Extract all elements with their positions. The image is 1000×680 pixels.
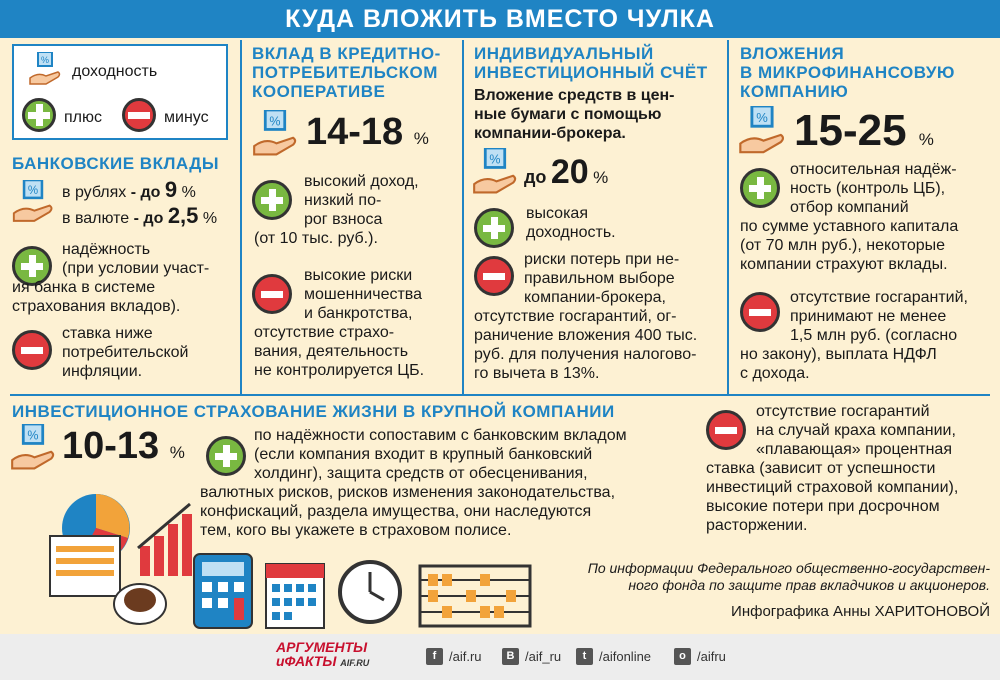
facebook-icon: f: [426, 648, 443, 665]
iis-minus-text: риски потерь при не- правильном выборе к…: [474, 251, 698, 382]
source-note: По информации Федерального общественно-г…: [587, 560, 990, 593]
yield-icon: %: [29, 52, 61, 85]
credit: Инфографика Анны ХАРИТОНОВОЙ: [731, 603, 990, 620]
legend: % доходность плюс минус: [12, 44, 228, 140]
bank-heading: БАНКОВСКИЕ ВКЛАДЫ: [12, 154, 220, 173]
legend-minus-label: минус: [164, 109, 209, 126]
iis-plus-text: высокая доходность.: [526, 205, 616, 241]
column-divider: [240, 40, 242, 394]
clock-icon: [338, 560, 402, 624]
calculator-icon: [193, 553, 253, 629]
coop-heading: ВКЛАД В КРЕДИТНО- ПОТРЕБИТЕЛЬСКОМ КООПЕР…: [252, 44, 441, 101]
legend-plus-label: плюс: [64, 109, 102, 126]
bank-minus-text: ставка ниже потребительской инфляции.: [62, 325, 189, 380]
plus-icon: [206, 436, 246, 476]
odnoklassniki-icon: o: [674, 648, 691, 665]
bar-chart-icon: [137, 502, 192, 576]
twitter-icon: t: [576, 648, 593, 665]
yield-icon: %: [739, 106, 785, 154]
coop-minus-text: высокие риски мошенничества и банкротств…: [254, 267, 425, 379]
mfo-yield: 15-25 %: [794, 106, 934, 155]
svg-text:%: %: [41, 55, 49, 65]
plus-icon: [12, 246, 52, 286]
iis-yield: до 20 %: [524, 153, 609, 191]
coop-plus-text: высокий доход, низкий по- рог взноса (от…: [254, 173, 419, 247]
yield-icon: %: [12, 180, 53, 222]
svg-text:%: %: [756, 110, 768, 125]
legend-yield-label: доходность: [72, 63, 158, 80]
plus-icon: [474, 208, 514, 248]
finance-illustration: [49, 494, 532, 629]
mfo-plus-text: относительная надёж- ность (контроль ЦБ)…: [740, 161, 959, 273]
yield-icon: %: [11, 424, 55, 470]
iis-description: Вложение средств в цен- ные бумаги с пом…: [474, 87, 675, 142]
bank-rub-line: в рублях - до 9 %: [62, 177, 196, 202]
aif-logo[interactable]: АРГУМЕНТЫ иФАКТЫ AIF.RU: [276, 639, 370, 669]
yield-icon: %: [253, 110, 297, 156]
mfo-heading: ВЛОЖЕНИЯ В МИКРОФИНАНСОВУЮ КОМПАНИЮ: [740, 44, 955, 101]
social-vk[interactable]: B /aif_ru: [502, 648, 561, 665]
insurance-minus-text: отсутствие госгарантий на случай краха к…: [706, 403, 959, 534]
footer: АРГУМЕНТЫ иФАКТЫ AIF.RU f /aif.ru B /aif…: [0, 634, 1000, 680]
coop-yield: 14-18 %: [306, 111, 429, 153]
plus-icon: [22, 98, 56, 132]
iis-heading: ИНДИВИДУАЛЬНЫЙ ИНВЕСТИЦИОННЫЙ СЧЁТ: [474, 44, 708, 82]
social-twitter[interactable]: t /aifonline: [576, 648, 651, 665]
minus-icon: [706, 410, 746, 450]
column-divider: [462, 40, 464, 394]
page-title: КУДА ВЛОЖИТЬ ВМЕСТО ЧУЛКА: [0, 0, 1000, 38]
section-divider: [10, 394, 990, 396]
plus-icon: [252, 180, 292, 220]
bank-plus-text: надёжность (при условии участ- ия банка …: [12, 241, 210, 315]
document-icon: [49, 535, 121, 597]
svg-text:%: %: [27, 428, 38, 442]
svg-text:%: %: [269, 114, 280, 128]
minus-icon: [252, 274, 292, 314]
yield-icon: %: [473, 148, 517, 194]
bank-currency-line: в валюте - до 2,5 %: [62, 203, 218, 228]
insurance-heading: ИНВЕСТИЦИОННОЕ СТРАХОВАНИЕ ЖИЗНИ В КРУПН…: [12, 402, 615, 421]
column-divider: [727, 40, 729, 394]
coffee-cup-icon: [113, 583, 167, 625]
social-facebook[interactable]: f /aif.ru: [426, 648, 482, 665]
mfo-minus-text: отсутствие госгарантий, принимают не мен…: [740, 289, 968, 382]
plus-icon: [740, 168, 780, 208]
minus-icon: [122, 98, 156, 132]
insurance-yield: 10-13 %: [62, 425, 185, 467]
svg-text:%: %: [489, 152, 500, 166]
minus-icon: [12, 330, 52, 370]
svg-text:%: %: [28, 185, 38, 197]
minus-icon: [474, 256, 514, 296]
calendar-icon: [265, 563, 325, 629]
minus-icon: [740, 292, 780, 332]
abacus-icon: [418, 564, 532, 628]
social-odnoklassniki[interactable]: o /aifru: [674, 648, 726, 665]
vk-icon: B: [502, 648, 519, 665]
insurance-plus-text: по надёжности сопоставим с банковским вк…: [200, 427, 627, 539]
